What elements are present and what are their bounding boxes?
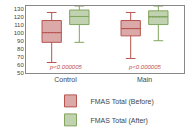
svg-text:100: 100: [14, 30, 25, 36]
svg-text:80: 80: [17, 46, 24, 52]
svg-text:Control: Control: [54, 76, 77, 83]
svg-text:Main: Main: [137, 76, 152, 83]
svg-text:60: 60: [17, 62, 24, 68]
svg-text:120: 120: [14, 14, 25, 20]
svg-text:FMAS Total (After): FMAS Total (After): [91, 117, 148, 125]
svg-text:130: 130: [14, 6, 25, 12]
svg-text:p<0.000005: p<0.000005: [49, 64, 83, 70]
svg-text:FMAS Total (Before): FMAS Total (Before): [91, 98, 154, 106]
svg-text:110: 110: [14, 22, 24, 28]
svg-text:50: 50: [17, 70, 24, 76]
svg-text:p<0.000005: p<0.000005: [128, 64, 162, 70]
svg-text:70: 70: [17, 54, 24, 60]
svg-text:90: 90: [17, 38, 24, 44]
